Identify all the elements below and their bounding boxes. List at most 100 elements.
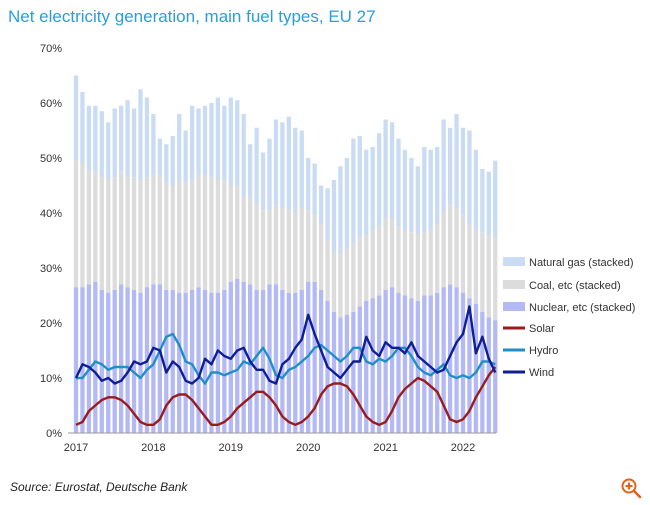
bar-coal [248, 196, 253, 285]
bar-coal [370, 229, 375, 299]
bar-natural-gas [318, 185, 324, 224]
bar-coal [157, 174, 162, 285]
bar-natural-gas [93, 105, 98, 172]
bar-natural-gas [267, 138, 272, 211]
bar-natural-gas [177, 114, 182, 180]
bar-natural-gas [228, 97, 233, 186]
bar-coal [202, 174, 208, 290]
bar-nuclear [164, 290, 169, 433]
bar-natural-gas [447, 127, 453, 205]
bar-coal [93, 171, 98, 282]
bar-nuclear [493, 320, 498, 433]
bar-coal [99, 177, 104, 290]
bar-natural-gas [409, 158, 414, 233]
legend-label-solar: Solar [529, 323, 555, 335]
bar-natural-gas [422, 147, 427, 233]
bar-nuclear [480, 312, 485, 433]
zoom-button[interactable] [619, 476, 643, 500]
bar-nuclear [215, 292, 221, 433]
bar-natural-gas [235, 100, 240, 186]
bar-nuclear [402, 295, 408, 433]
x-tick-label: 2018 [141, 442, 165, 454]
bar-nuclear [183, 292, 188, 433]
bar-natural-gas [454, 114, 459, 208]
bar-coal [86, 171, 92, 285]
bar-coal [209, 177, 214, 293]
bar-nuclear [396, 292, 401, 433]
bar-nuclear [177, 292, 182, 433]
bar-natural-gas [183, 130, 188, 183]
bar-coal [119, 171, 124, 285]
bar-coal [383, 218, 388, 290]
bar-nuclear [260, 290, 266, 433]
bar-coal [80, 163, 85, 288]
x-tick-label: 2021 [373, 442, 397, 454]
bar-coal [286, 210, 291, 293]
bar-natural-gas [383, 119, 388, 219]
bar-coal [280, 207, 285, 290]
bar-natural-gas [389, 122, 395, 219]
bar-nuclear [157, 284, 162, 433]
bar-nuclear [119, 284, 124, 433]
bar-natural-gas [73, 75, 79, 161]
bar-natural-gas [377, 133, 382, 227]
bar-coal [389, 218, 395, 288]
bar-natural-gas [280, 122, 285, 208]
bar-natural-gas [144, 97, 150, 178]
bar-nuclear [73, 287, 79, 433]
bar-coal [396, 226, 401, 293]
bar-natural-gas [248, 144, 253, 197]
bar-natural-gas [151, 114, 156, 175]
bar-nuclear [435, 292, 440, 433]
legend-label-wind: Wind [529, 367, 554, 379]
bar-nuclear [377, 295, 382, 433]
bar-natural-gas [415, 166, 420, 235]
bar-nuclear [312, 281, 317, 433]
bar-natural-gas [170, 136, 175, 186]
bar-nuclear [422, 295, 427, 433]
bar-coal [293, 213, 298, 293]
bar-natural-gas [260, 152, 266, 211]
bar-nuclear [357, 306, 362, 433]
bar-coal [112, 177, 117, 290]
y-tick-label: 70% [40, 43, 62, 55]
bar-nuclear [196, 287, 201, 433]
bar-coal [493, 237, 498, 321]
bar-natural-gas [157, 138, 162, 175]
y-tick-label: 30% [40, 263, 62, 275]
y-tick-label: 20% [40, 318, 62, 330]
bar-coal [312, 215, 317, 282]
x-tick-label: 2020 [296, 442, 320, 454]
bar-natural-gas [396, 138, 401, 227]
bar-natural-gas [344, 158, 350, 249]
legend-swatch-nuclear [503, 302, 525, 311]
bar-coal [299, 207, 304, 290]
y-tick-label: 10% [40, 373, 62, 385]
bar-coal [447, 204, 453, 285]
bar-coal [402, 229, 408, 296]
bar-nuclear [428, 295, 433, 433]
bar-natural-gas [119, 105, 124, 172]
bar-coal [196, 174, 201, 288]
bar-natural-gas [202, 105, 208, 175]
bar-coal [254, 204, 259, 290]
bar-coal [215, 180, 221, 293]
y-tick-label: 60% [40, 98, 62, 110]
bar-natural-gas [467, 130, 472, 224]
legend-swatch-coal [503, 280, 525, 289]
bar-coal [131, 177, 137, 290]
bar-natural-gas [196, 108, 201, 175]
bar-nuclear [473, 303, 479, 433]
bar-nuclear [93, 281, 98, 433]
bar-natural-gas [125, 100, 130, 178]
bar-coal [460, 215, 466, 293]
bar-coal [415, 235, 420, 301]
bar-nuclear [235, 279, 240, 433]
bar-natural-gas [460, 127, 466, 216]
bar-natural-gas [86, 105, 92, 172]
bar-natural-gas [106, 122, 111, 180]
bar-nuclear [370, 298, 375, 433]
y-tick-label: 40% [40, 208, 62, 220]
legend: Natural gas (stacked) Coal, etc (stacked… [503, 257, 635, 379]
bar-coal [164, 182, 169, 290]
